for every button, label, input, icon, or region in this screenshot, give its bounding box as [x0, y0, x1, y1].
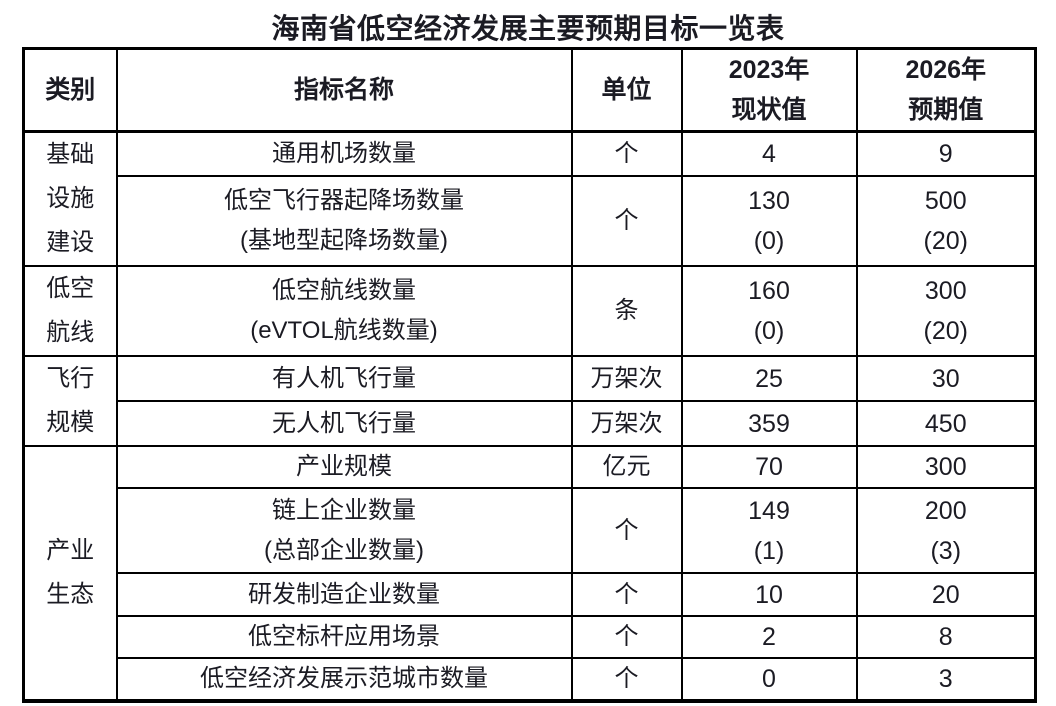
value-2026-cell: 9 — [855, 130, 1037, 178]
value-2026-cell: 450 — [855, 400, 1037, 447]
table-row: 飞行规模 有人机飞行量 万架次 25 30 — [22, 355, 1037, 447]
indicator-main: 链上企业数量 — [272, 496, 416, 524]
indicator-note: (基地型起降场数量) — [240, 227, 448, 255]
value-2023-cell: 160 (0) — [680, 265, 858, 357]
indicator-cell: 产业规模 — [115, 445, 573, 489]
indicator-note: (总部企业数量) — [264, 536, 424, 564]
indicator-cell: 研发制造企业数量 — [115, 572, 573, 617]
unit-cell: 个 — [570, 615, 683, 659]
header-2026-year: 2026年 — [905, 56, 987, 84]
unit-cell: 亿元 — [570, 445, 683, 489]
category-cell-infrastructure: 基础设施建设 — [22, 130, 118, 267]
header-2026-label: 预期值 — [908, 96, 984, 124]
table-row: 低空标杆应用场景 个 2 8 — [24, 615, 1037, 659]
unit-cell: 条 — [570, 265, 683, 357]
indicator-cell: 有人机飞行量 — [115, 355, 573, 402]
indicator-cell: 低空标杆应用场景 — [115, 615, 573, 659]
header-2023-year: 2023年 — [728, 56, 810, 84]
table-row: 低空飞行器起降场数量 (基地型起降场数量) 个 130 (0) 500 (20) — [24, 175, 1037, 267]
targets-table: 类别 指标名称 单位 2023年 现状值 2026年 预期值 基础设施建设 通用… — [22, 47, 1037, 703]
value-2026-cell: 8 — [855, 615, 1037, 659]
header-2026: 2026年 预期值 — [855, 47, 1037, 133]
value-main: 200 — [924, 496, 967, 525]
value-main: 160 — [748, 277, 790, 305]
value-2026-cell: 500 (20) — [855, 175, 1037, 267]
table-row: 研发制造企业数量 个 10 20 — [24, 572, 1037, 617]
category-cell-flight-scale: 飞行规模 — [22, 355, 118, 447]
value-2023-cell: 149 (1) — [680, 487, 858, 574]
header-row: 类别 指标名称 单位 2023年 现状值 2026年 预期值 — [22, 47, 1037, 133]
value-2023-cell: 2 — [680, 615, 858, 659]
indicator-cell: 低空飞行器起降场数量 (基地型起降场数量) — [115, 175, 573, 267]
value-2026-cell: 300 — [855, 445, 1037, 489]
value-2026-cell: 3 — [855, 657, 1037, 702]
table-row: 低空经济发展示范城市数量 个 0 3 — [24, 657, 1037, 702]
value-2026-cell: 200 (3) — [855, 487, 1037, 574]
indicator-cell: 低空航线数量 (eVTOL航线数量) — [115, 265, 573, 357]
indicator-cell: 低空经济发展示范城市数量 — [115, 657, 573, 702]
value-2023-cell: 359 — [680, 400, 858, 447]
indicator-main: 低空航线数量 — [272, 277, 416, 304]
value-main: 149 — [748, 496, 790, 525]
unit-cell: 个 — [570, 175, 683, 267]
table-row: 基础设施建设 通用机场数量 个 4 9 — [22, 130, 1037, 267]
unit-cell: 万架次 — [570, 400, 683, 447]
table-row: 链上企业数量 (总部企业数量) 个 149 (1) 200 (3) — [24, 487, 1037, 574]
unit-cell: 个 — [570, 572, 683, 617]
page-title: 海南省低空经济发展主要预期目标一览表 — [271, 13, 785, 44]
indicator-note: (eVTOL航线数量) — [250, 317, 438, 344]
value-2026-cell: 300 (20) — [855, 265, 1037, 357]
category-cell-routes: 低空航线 — [22, 265, 118, 357]
value-note: (20) — [923, 227, 968, 256]
value-main: 300 — [924, 277, 967, 305]
header-indicator: 指标名称 — [115, 47, 573, 133]
value-main: 500 — [924, 187, 967, 216]
value-note: (0) — [753, 317, 785, 345]
value-2023-cell: 4 — [680, 130, 858, 178]
value-2023-cell: 70 — [680, 445, 858, 489]
header-2023: 2023年 现状值 — [680, 47, 858, 133]
unit-cell: 个 — [570, 130, 683, 178]
indicator-cell: 无人机飞行量 — [115, 400, 573, 447]
header-unit: 单位 — [570, 47, 683, 133]
value-2023-cell: 0 — [680, 657, 858, 702]
table-row: 低空航线 低空航线数量 (eVTOL航线数量) 条 160 (0) 300 (2… — [22, 265, 1037, 357]
header-category: 类别 — [22, 47, 118, 133]
category-cell-industry-ecosystem: 产业生态 — [22, 445, 118, 702]
indicator-cell: 链上企业数量 (总部企业数量) — [115, 487, 573, 574]
header-2023-label: 现状值 — [731, 96, 807, 124]
unit-cell: 个 — [570, 487, 683, 574]
unit-cell: 万架次 — [570, 355, 683, 402]
value-note: (0) — [753, 227, 785, 256]
table-row: 无人机飞行量 万架次 359 450 — [24, 400, 1037, 447]
value-note: (1) — [753, 536, 785, 565]
indicator-cell: 通用机场数量 — [115, 130, 573, 178]
value-2023-cell: 130 (0) — [680, 175, 858, 267]
value-note: (20) — [923, 317, 968, 345]
value-main: 130 — [748, 187, 790, 216]
value-note: (3) — [930, 536, 962, 565]
value-2026-cell: 20 — [855, 572, 1037, 617]
table-row: 产业生态 产业规模 亿元 70 300 — [22, 445, 1037, 702]
value-2023-cell: 25 — [680, 355, 858, 402]
indicator-main: 低空飞行器起降场数量 — [224, 187, 464, 215]
value-2026-cell: 30 — [855, 355, 1037, 402]
value-2023-cell: 10 — [680, 572, 858, 617]
unit-cell: 个 — [570, 657, 683, 702]
